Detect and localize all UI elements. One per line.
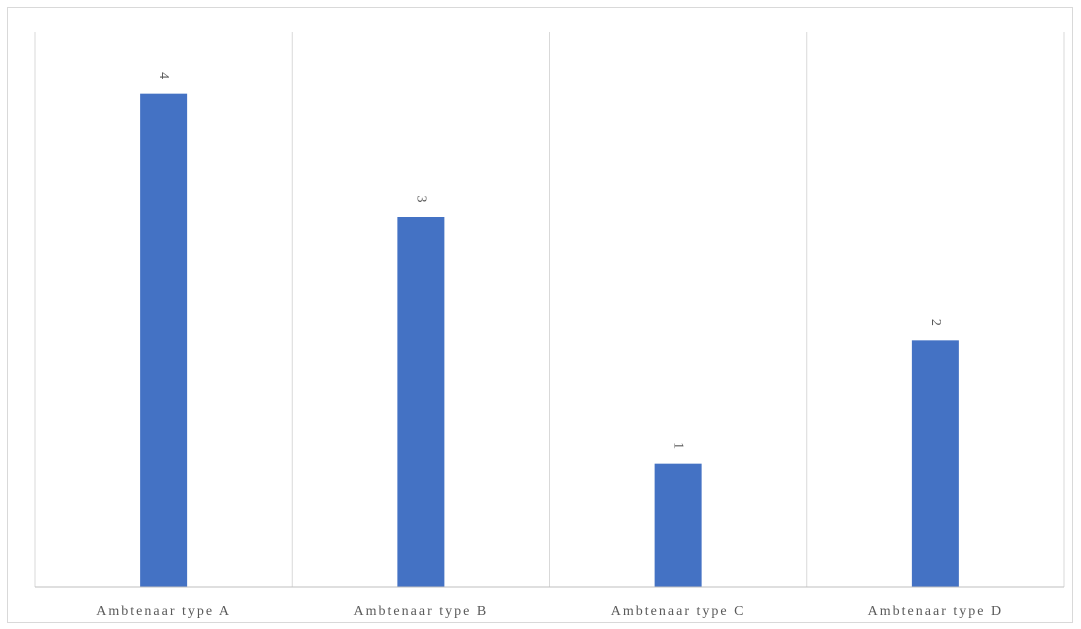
x-tick-label: Ambtenaar type C	[611, 604, 746, 619]
data-label: 3	[413, 196, 428, 203]
x-tick-label: Ambtenaar type D	[868, 604, 1003, 619]
bar	[397, 217, 445, 587]
bar	[654, 463, 702, 587]
bars	[140, 93, 959, 588]
x-tick-label: Ambtenaar type A	[96, 604, 231, 619]
bar	[140, 93, 188, 588]
data-label: 4	[156, 72, 171, 79]
x-tick-label: Ambtenaar type B	[354, 604, 489, 619]
data-label: 1	[671, 442, 686, 449]
bar	[911, 340, 959, 587]
gridlines	[34, 32, 1065, 587]
data-label: 2	[928, 319, 943, 326]
category-tick-labels: Ambtenaar type A Ambtenaar type B Ambtenaa…	[96, 604, 1003, 619]
data-labels: 4 3 1 2	[156, 72, 943, 449]
